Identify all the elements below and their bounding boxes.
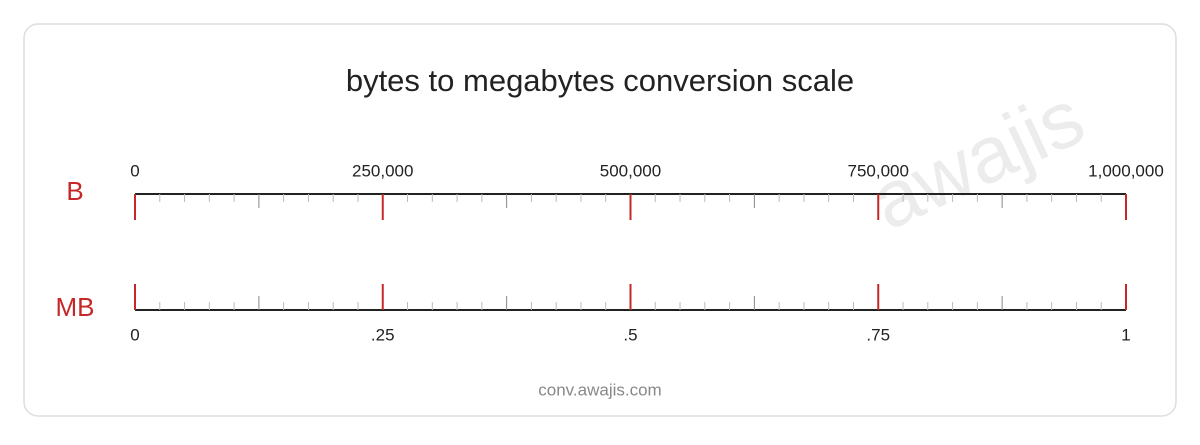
tick-label: .5 [623,325,637,344]
tick-label: 750,000 [848,161,909,180]
title: bytes to megabytes conversion scale [346,63,854,98]
tick-label: 0 [130,161,139,180]
tick-label: .75 [866,325,890,344]
unit-label: MB [56,292,95,322]
tick-label: 250,000 [352,161,413,180]
card [23,23,1177,417]
tick-label: 500,000 [600,161,661,180]
footer: conv.awajis.com [538,380,661,399]
unit-label: B [66,176,83,206]
tick-label: 0 [130,325,139,344]
tick-label: 1,000,000 [1088,161,1164,180]
tick-label: .25 [371,325,395,344]
tick-label: 1 [1121,325,1130,344]
